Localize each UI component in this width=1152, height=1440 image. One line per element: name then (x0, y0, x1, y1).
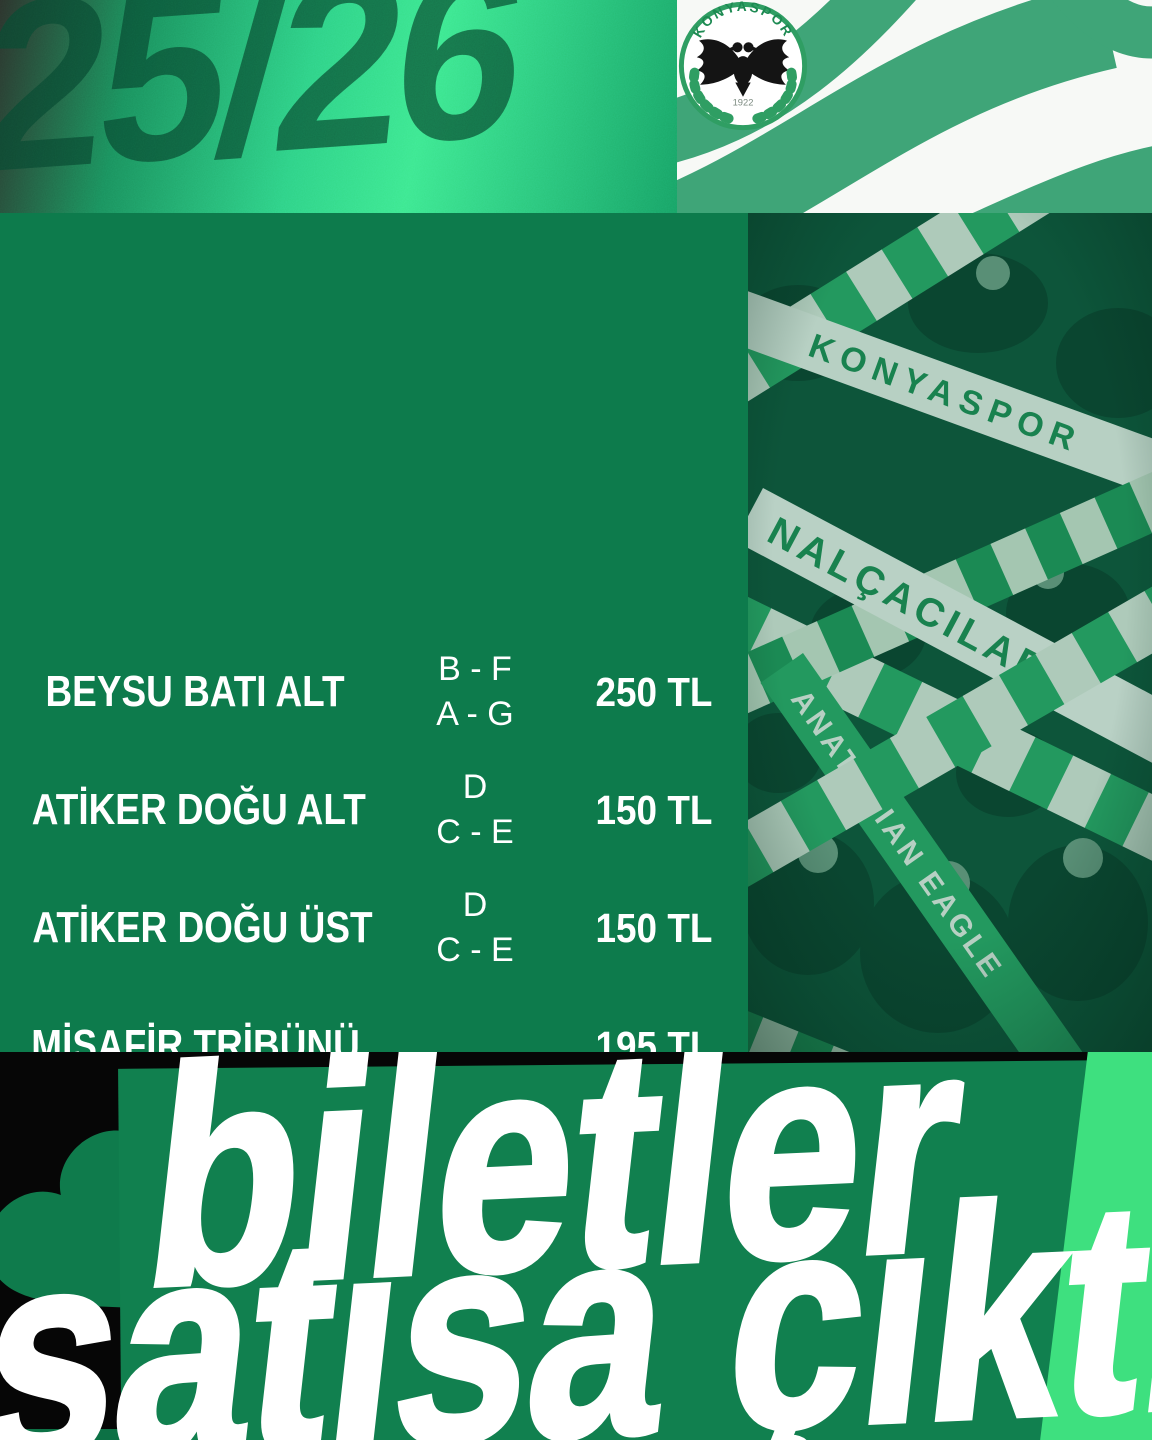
headline-line-2: satışa çıktı (0, 1131, 1152, 1440)
eagle-icon (696, 39, 790, 97)
wave-pattern: KONYASPOR 1922 (677, 0, 1152, 213)
headline-section: biletler satışa çıktı (0, 1052, 1152, 1440)
stand-name: ATİKER DOĞU ÜST (32, 903, 373, 952)
table-row: BEYSU BATI ALT B - F A - G 250 TL (0, 633, 748, 751)
stand-name: BEYSU BATI ALT (45, 667, 345, 716)
fans-photo: KONYASPOR NALÇACILAR ANATOLIAN EAGLE (748, 213, 1152, 1060)
season-banner: 25/26 (0, 0, 677, 213)
section-range: B - F A - G (436, 650, 514, 733)
crest-founded-year: 1922 (733, 98, 754, 108)
laurel-right-icon (746, 67, 797, 125)
top-band: 25/26 KONYASPOR (0, 0, 1152, 213)
stand-name: ATİKER DOĞU ALT (31, 785, 366, 834)
price: 150 TL (595, 786, 713, 833)
section-range: D C - E (436, 886, 514, 969)
table-row: ATİKER DOĞU ÜST D C - E 150 TL (0, 869, 748, 987)
club-crest: KONYASPOR 1922 (678, 0, 808, 131)
fans-photo-illustration: KONYASPOR NALÇACILAR ANATOLIAN EAGLE (748, 213, 1152, 1060)
price: 150 TL (595, 904, 713, 951)
laurel-left-icon (689, 67, 740, 125)
season-text: 25/26 (0, 0, 532, 213)
table-row: ATİKER DOĞU ALT D C - E 150 TL (0, 751, 748, 869)
section-range: D C - E (436, 768, 514, 851)
price: 250 TL (595, 668, 713, 715)
price-table: BEYSU BATI ALT B - F A - G 250 TL ATİKER… (0, 633, 748, 1105)
